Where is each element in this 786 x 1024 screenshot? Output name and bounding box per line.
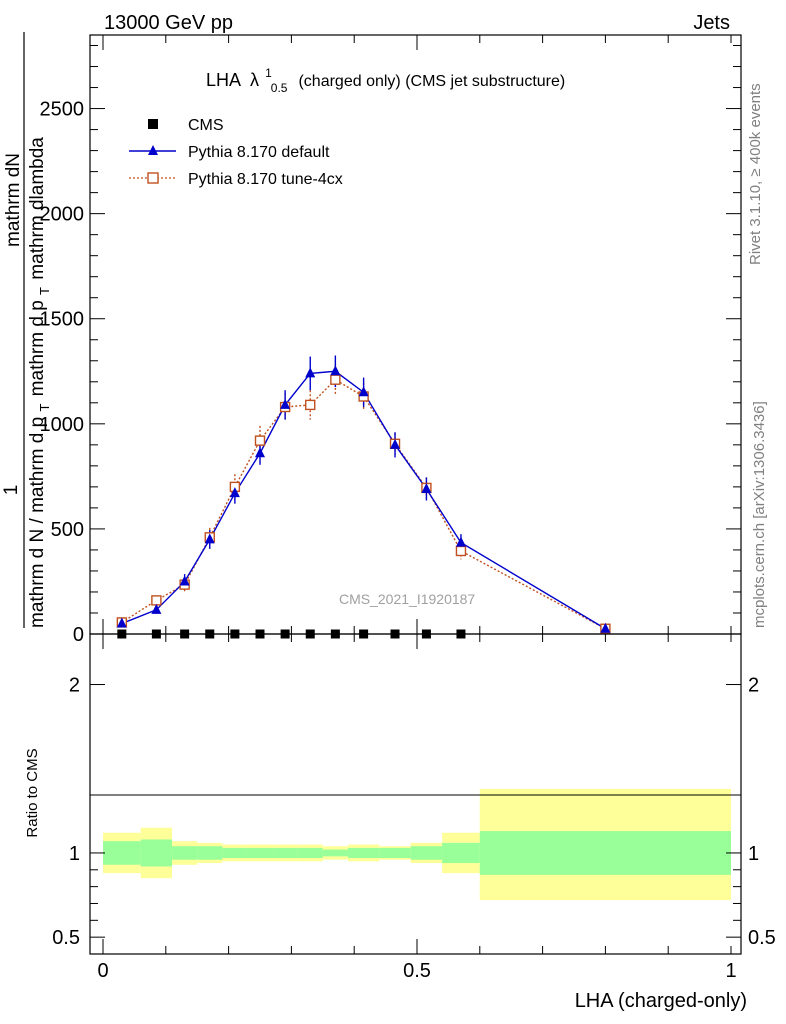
- ylabel-sub-t1: T: [37, 404, 52, 412]
- y-tick-label: 0: [73, 624, 84, 646]
- main-y-label: 1 mathrm dN mathrm d N / mathrm d p T ma…: [1, 32, 54, 628]
- ylabel-denominator-main: mathrm d N / mathrm d p: [27, 417, 48, 628]
- x-tick-label: 0.5: [403, 960, 431, 982]
- ratio-band-inner: [442, 842, 480, 864]
- default-point: [179, 575, 190, 586]
- header-jets: Jets: [693, 12, 730, 34]
- ratio-y-tick-label: 0.5: [52, 927, 80, 949]
- ratio-band-inner: [297, 847, 323, 858]
- default-point: [330, 365, 341, 376]
- default-point: [305, 367, 316, 378]
- main-axis-ticks: [90, 35, 741, 635]
- ratio-band-inner: [140, 839, 173, 867]
- ratio-tick-labels: 0.5 0.5 1 1 2 2 0 0.5 1: [52, 675, 776, 982]
- tune-4cx-point: [305, 399, 316, 411]
- legend-tune-marker: [147, 172, 159, 184]
- default-point: [255, 447, 265, 458]
- rivet-label: Rivet 3.1.10, ≥ 400k events: [747, 83, 764, 265]
- default-point: [421, 482, 432, 493]
- y-tick-label: 2500: [40, 99, 85, 121]
- ratio-band-inner: [479, 831, 731, 875]
- header-energy: 13000 GeV pp: [104, 12, 233, 34]
- ratio-band-inner: [103, 841, 141, 865]
- default-point: [204, 533, 215, 544]
- y-tick-label: 1500: [40, 309, 85, 331]
- analysis-watermark: CMS_2021_I1920187: [339, 591, 475, 607]
- ratio-band-inner: [272, 847, 298, 858]
- x-axis-label: LHA (charged-only): [575, 990, 747, 1012]
- title-sup: 1: [265, 66, 272, 80]
- title-lha: LHA: [206, 70, 241, 90]
- x-tick-label: 1: [725, 960, 736, 982]
- ratio-y-tick-label: 2: [69, 675, 80, 697]
- ylabel-sub-t2: T: [37, 287, 52, 295]
- ratio-band-inner: [247, 847, 273, 858]
- default-point: [390, 438, 401, 449]
- default-point: [151, 603, 162, 614]
- ylabel-denominator: mathrm d N / mathrm d p T mathrm d p T m…: [27, 137, 54, 628]
- y-tick-label: 500: [51, 519, 84, 541]
- ylabel-dn: mathrm dN: [3, 153, 24, 247]
- legend-tune-label: Pythia 8.170 tune-4cx: [188, 171, 343, 188]
- ylabel-denominator-tail: mathrm d p: [27, 300, 48, 396]
- title-lambda: λ: [250, 70, 259, 90]
- default-point: [280, 398, 291, 409]
- ratio-band-inner: [410, 846, 443, 860]
- ratio-band-inner: [347, 847, 380, 858]
- y-tick-label: 2000: [40, 204, 85, 226]
- default-point: [229, 487, 240, 498]
- tune-4cx-point: [455, 545, 467, 557]
- title-sub: 0.5: [271, 81, 288, 95]
- tune-4cx-point: [330, 374, 341, 385]
- ratio-axis-ticks: [90, 634, 741, 954]
- ylabel-one: 1: [1, 485, 22, 496]
- legend: CMS Pythia 8.170 default Pythia 8.170 tu…: [129, 117, 343, 188]
- ratio-y-tick-label-right: 2: [748, 675, 759, 697]
- ylabel-dlambda: mathrm dlambda: [27, 137, 48, 280]
- default-line: [121, 370, 606, 630]
- title-suffix: (charged only) (CMS jet substructure): [298, 73, 565, 90]
- default-point: [116, 617, 127, 628]
- ratio-band-inner: [172, 846, 198, 860]
- ratio-y-label: Ratio to CMS: [24, 748, 41, 837]
- plot-title: LHA λ 1 0.5 (charged only) (CMS jet subs…: [206, 61, 565, 96]
- ratio-bands: [103, 788, 731, 901]
- default-point: [600, 622, 611, 633]
- tune-4cx-point: [254, 435, 266, 446]
- ratio-band-inner: [197, 846, 223, 860]
- ratio-band-inner: [379, 847, 411, 858]
- legend-default-marker: [148, 145, 158, 155]
- ratio-panel-frame: [89, 633, 742, 955]
- y-tick-label: 1000: [40, 414, 85, 436]
- default-point: [455, 536, 466, 547]
- ratio-band-inner: [222, 847, 248, 858]
- ratio-y-tick-label: 1: [69, 843, 80, 865]
- main-y-tick-labels: 0 500 1000 1500 2000 2500: [40, 99, 85, 646]
- ratio-band-inner: [322, 849, 348, 857]
- mcplots-label: mcplots.cern.ch [arXiv:1306.3436]: [751, 401, 768, 628]
- x-tick-label: 0: [97, 960, 108, 982]
- tune-4cx-point: [151, 595, 162, 606]
- legend-cms-marker: [148, 119, 158, 129]
- legend-cms-label: CMS: [188, 117, 224, 134]
- ratio-y-tick-label-right: 0.5: [748, 927, 776, 949]
- ratio-y-tick-label-right: 1: [748, 843, 759, 865]
- legend-default-label: Pythia 8.170 default: [188, 144, 330, 161]
- default-point: [358, 386, 369, 397]
